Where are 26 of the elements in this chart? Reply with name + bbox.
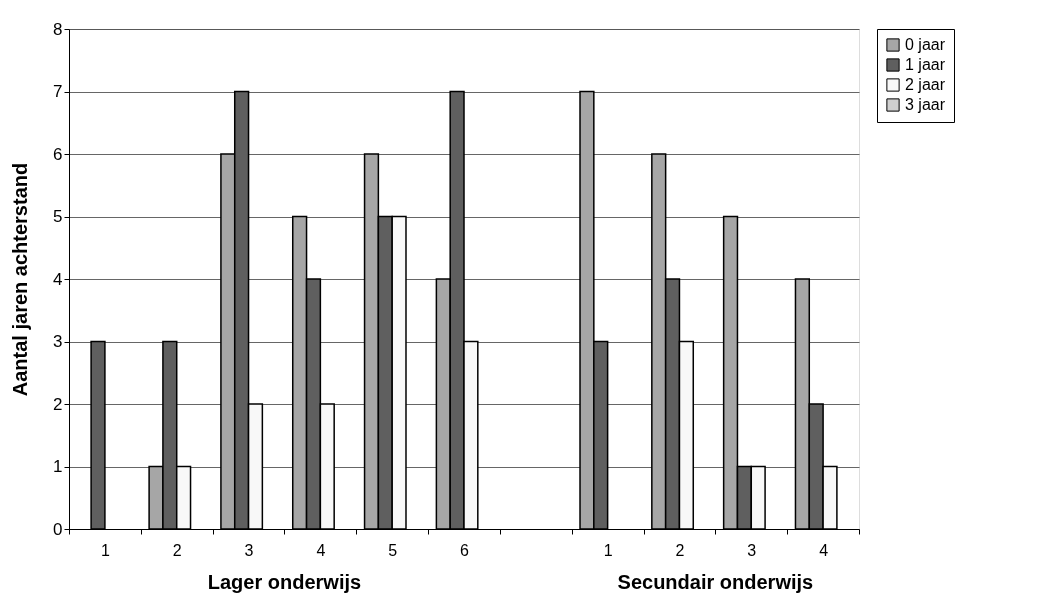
x-tick-label: 4 bbox=[316, 541, 326, 559]
y-tick-label: 5 bbox=[53, 207, 63, 226]
y-tick-label: 7 bbox=[53, 82, 63, 101]
x-tick-label: 2 bbox=[172, 541, 182, 559]
legend-label: 2 jaar bbox=[905, 76, 946, 93]
text: Secundair onderwijs bbox=[617, 571, 814, 593]
y-tick-label: 3 bbox=[53, 332, 63, 351]
y-tick-label: 8 bbox=[53, 19, 63, 39]
x-tick-label: 4 bbox=[819, 541, 829, 559]
legend-label: 1 jaar bbox=[905, 56, 946, 73]
x-tick-label: 5 bbox=[388, 541, 398, 559]
y-tick-label: 6 bbox=[53, 144, 63, 164]
y-tick-label: 4 bbox=[53, 269, 63, 289]
y-tick-label: 2 bbox=[53, 394, 63, 414]
x-tick-label: 3 bbox=[244, 541, 254, 559]
x-tick-label: 2 bbox=[675, 541, 685, 559]
x-tick-label: 3 bbox=[747, 541, 757, 559]
y-tick-label: 0 bbox=[53, 519, 63, 539]
legend-label: 0 jaar bbox=[905, 36, 946, 53]
y-axis-title: Aantal jaren achterstand bbox=[9, 162, 32, 397]
y-tick-label: 1 bbox=[53, 457, 63, 476]
legend-label: 3 jaar bbox=[905, 96, 946, 113]
x-tick-label: 1 bbox=[100, 541, 110, 559]
x-tick-label: 6 bbox=[460, 541, 470, 559]
x-tick-label: 1 bbox=[603, 541, 613, 559]
text: Lager onderwijs bbox=[207, 571, 362, 593]
